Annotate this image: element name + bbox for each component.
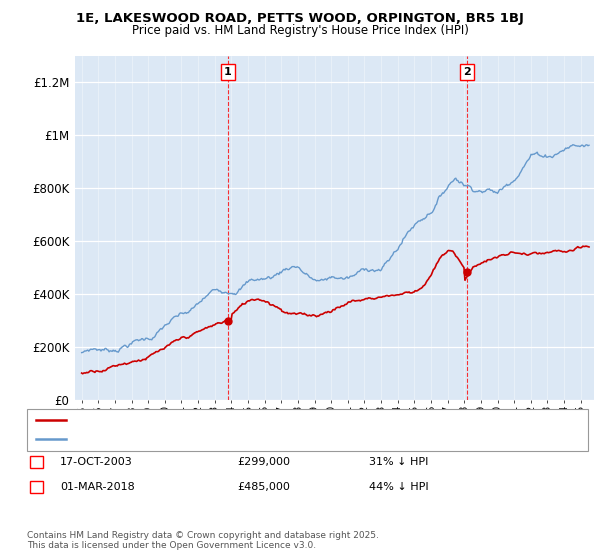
Text: 01-MAR-2018: 01-MAR-2018 bbox=[60, 482, 135, 492]
Text: 2: 2 bbox=[33, 482, 40, 492]
Text: HPI: Average price, detached house, Bromley: HPI: Average price, detached house, Brom… bbox=[72, 435, 308, 445]
Text: 1: 1 bbox=[33, 457, 40, 467]
Text: Price paid vs. HM Land Registry's House Price Index (HPI): Price paid vs. HM Land Registry's House … bbox=[131, 24, 469, 36]
Text: 17-OCT-2003: 17-OCT-2003 bbox=[60, 457, 133, 467]
Text: £299,000: £299,000 bbox=[237, 457, 290, 467]
Text: 44% ↓ HPI: 44% ↓ HPI bbox=[369, 482, 428, 492]
Text: 2: 2 bbox=[463, 67, 471, 77]
Text: £485,000: £485,000 bbox=[237, 482, 290, 492]
Text: 31% ↓ HPI: 31% ↓ HPI bbox=[369, 457, 428, 467]
Text: Contains HM Land Registry data © Crown copyright and database right 2025.
This d: Contains HM Land Registry data © Crown c… bbox=[27, 530, 379, 550]
Text: 1E, LAKESWOOD ROAD, PETTS WOOD, ORPINGTON, BR5 1BJ: 1E, LAKESWOOD ROAD, PETTS WOOD, ORPINGTO… bbox=[76, 12, 524, 25]
Text: 1: 1 bbox=[224, 67, 232, 77]
Text: 1E, LAKESWOOD ROAD, PETTS WOOD, ORPINGTON, BR5 1BJ (detached house): 1E, LAKESWOOD ROAD, PETTS WOOD, ORPINGTO… bbox=[72, 415, 481, 425]
